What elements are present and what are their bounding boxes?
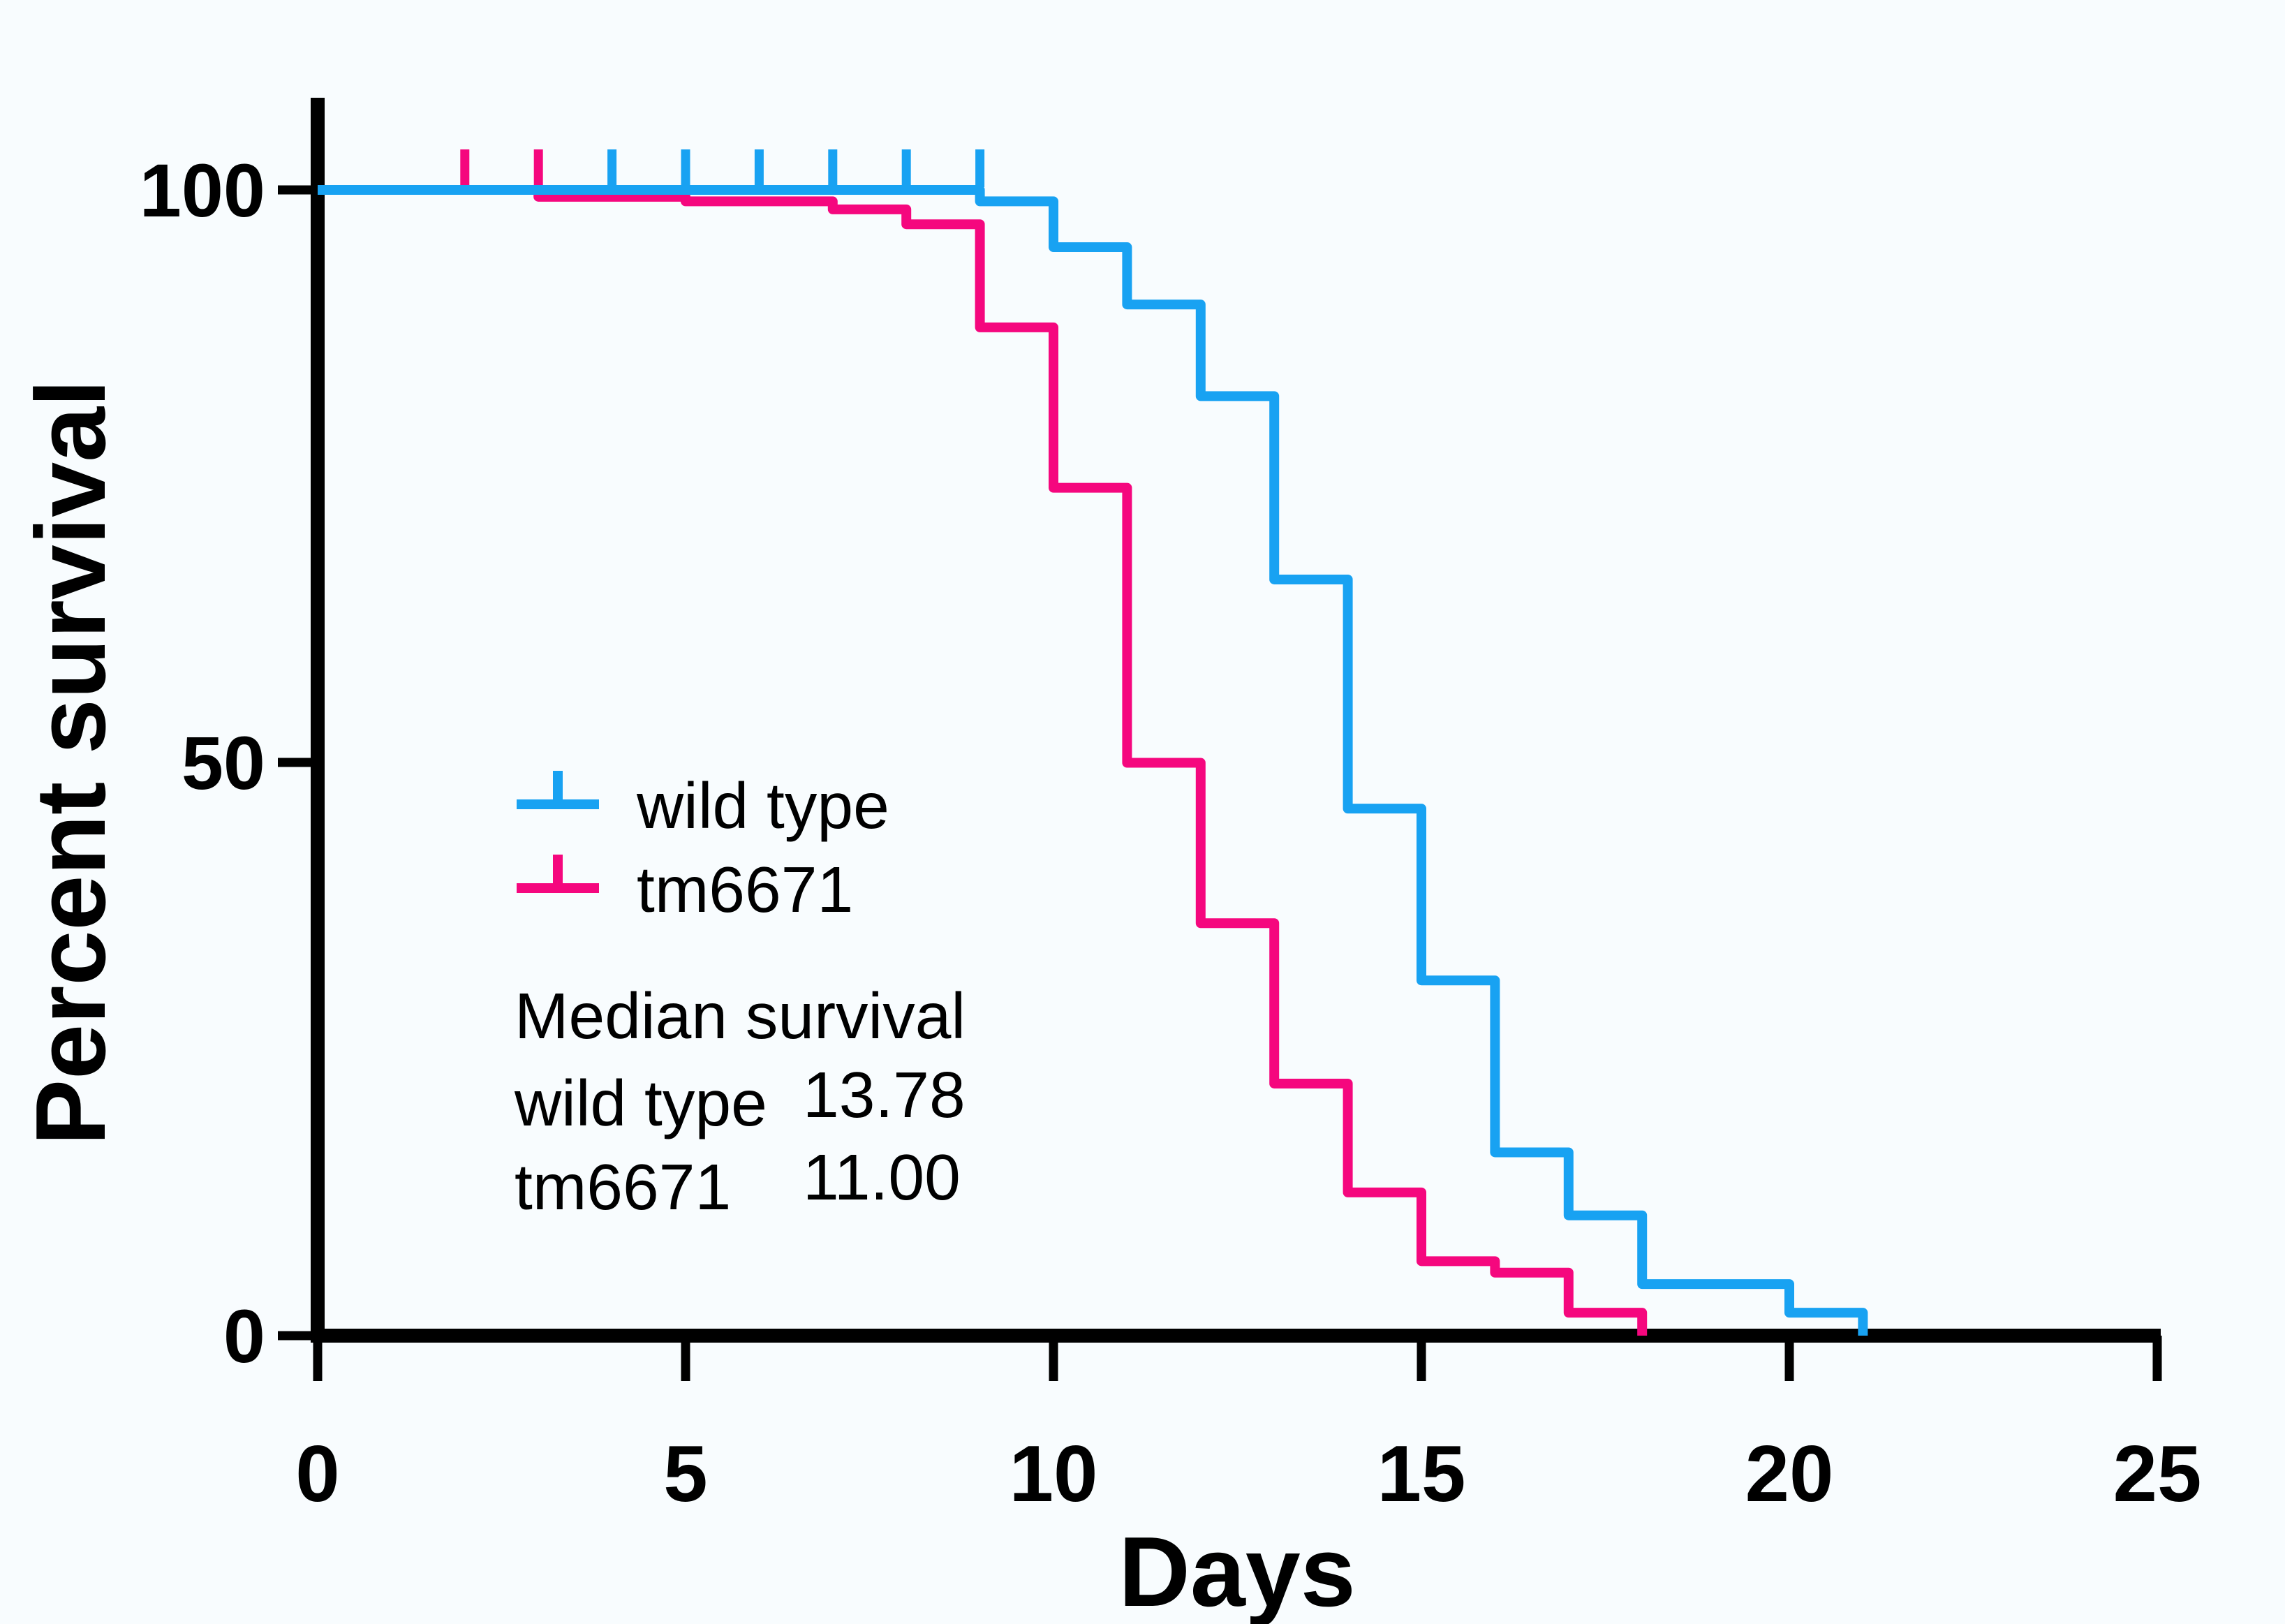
y-axis-ticks (278, 185, 318, 1341)
median-survival-annotation: Median survival wild type 13.78 tm6671 1… (514, 980, 966, 1223)
x-tick-label-0: 0 (295, 1430, 339, 1519)
x-axis-ticks (313, 1336, 2162, 1381)
median-row-wild-type-label: wild type (514, 1067, 767, 1139)
y-tick-label-0: 0 (223, 1294, 265, 1378)
y-tick-label-50: 50 (182, 721, 265, 805)
tm6671-curve (318, 185, 1648, 1336)
x-tick-label-5: 5 (663, 1430, 707, 1519)
y-tick-label-100: 100 (140, 148, 265, 232)
x-tick-label-10: 10 (1010, 1430, 1098, 1519)
wild-type-curve (318, 185, 1868, 1336)
legend-label-tm6671: tm6671 (637, 853, 853, 926)
x-tick-label-25: 25 (2113, 1430, 2202, 1519)
legend-item-wild-type: wild type (517, 769, 889, 842)
legend-label-wild-type: wild type (636, 769, 889, 842)
x-tick-label-15: 15 (1377, 1430, 1466, 1519)
tm6671-censor-ticks (460, 149, 543, 187)
wild-type-censor-ticks (607, 149, 985, 187)
median-row-wild-type-value: 13.78 (803, 1058, 966, 1131)
x-axis-title: Days (1118, 1516, 1355, 1624)
y-axis-title: Percent survival (15, 379, 126, 1145)
legend-item-tm6671: tm6671 (517, 853, 853, 926)
x-tick-label-20: 20 (1745, 1430, 1834, 1519)
median-row-tm6671-value: 11.00 (803, 1141, 961, 1213)
legend: wild type tm6671 (517, 769, 889, 926)
median-survival-title: Median survival (515, 980, 966, 1052)
median-row-tm6671-label: tm6671 (515, 1151, 731, 1223)
